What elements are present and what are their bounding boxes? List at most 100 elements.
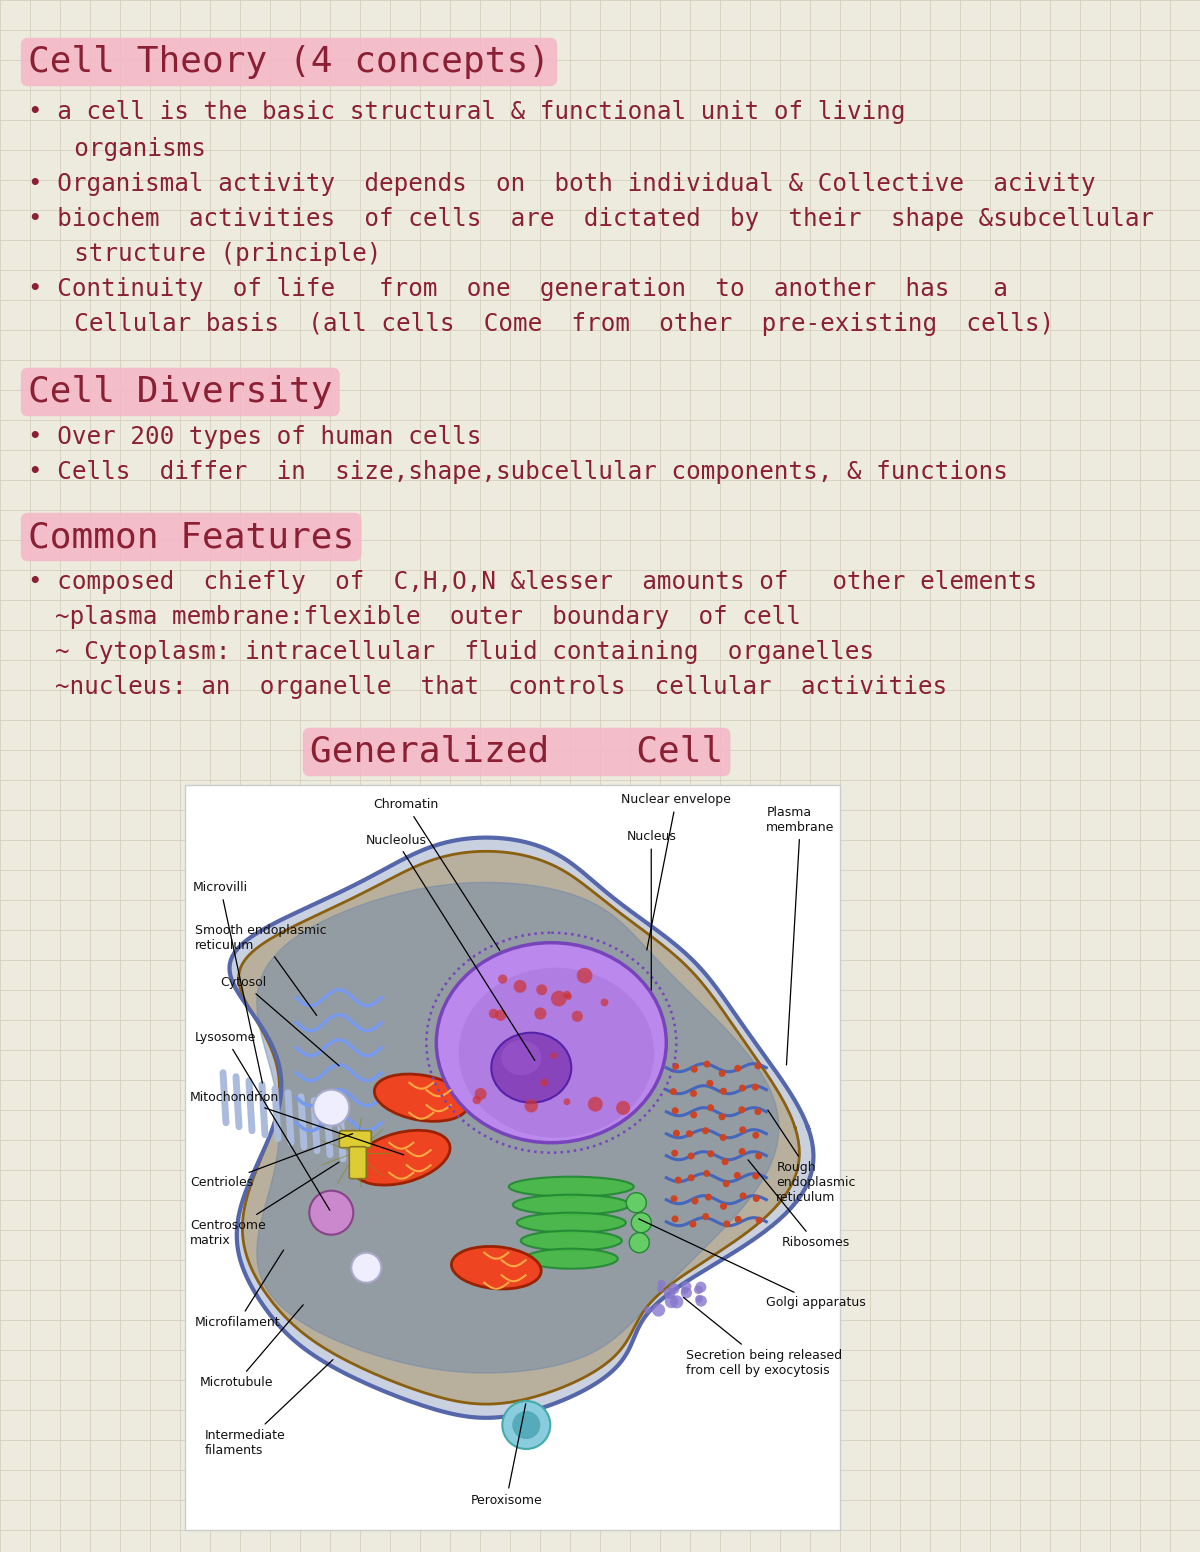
Text: • biochem  activities  of cells  are  dictated  by  their  shape &subcellular: • biochem activities of cells are dictat… — [28, 206, 1154, 231]
Circle shape — [690, 1220, 696, 1228]
Text: • Organismal activity  depends  on  both individual & Collective  acivity: • Organismal activity depends on both in… — [28, 172, 1096, 196]
Ellipse shape — [521, 1231, 622, 1251]
Circle shape — [696, 1296, 707, 1307]
Circle shape — [721, 1158, 728, 1166]
Ellipse shape — [502, 1040, 541, 1076]
Text: ~plasma membrane:flexible  outer  boundary  of cell: ~plasma membrane:flexible outer boundary… — [55, 605, 800, 629]
Circle shape — [703, 1170, 710, 1176]
Ellipse shape — [524, 1249, 618, 1268]
Text: Centrosome
matrix: Centrosome matrix — [190, 1162, 338, 1246]
Circle shape — [313, 1090, 349, 1125]
Ellipse shape — [517, 1212, 626, 1232]
Text: Microvilli: Microvilli — [193, 882, 263, 1083]
Circle shape — [534, 1007, 546, 1020]
Circle shape — [671, 1195, 678, 1203]
Text: organisms: organisms — [46, 137, 206, 161]
Text: Common Features: Common Features — [28, 520, 354, 554]
Circle shape — [734, 1215, 742, 1223]
Circle shape — [652, 1304, 665, 1316]
Circle shape — [680, 1287, 689, 1294]
Circle shape — [564, 1099, 570, 1105]
Circle shape — [734, 1065, 742, 1072]
Circle shape — [616, 1100, 630, 1114]
Ellipse shape — [491, 1032, 571, 1103]
Circle shape — [536, 984, 547, 995]
Circle shape — [688, 1153, 695, 1159]
Text: Smooth endoplasmic
reticulum: Smooth endoplasmic reticulum — [194, 923, 326, 1015]
Circle shape — [707, 1080, 714, 1086]
Circle shape — [665, 1294, 678, 1308]
Text: Mitochondrion: Mitochondrion — [190, 1091, 403, 1155]
Circle shape — [739, 1127, 746, 1133]
Circle shape — [720, 1135, 727, 1141]
FancyBboxPatch shape — [349, 1147, 366, 1178]
Circle shape — [524, 1099, 538, 1113]
Circle shape — [755, 1153, 762, 1159]
Circle shape — [686, 1130, 692, 1138]
Text: Cell Theory (4 concepts): Cell Theory (4 concepts) — [28, 45, 550, 79]
Text: • Over 200 types of human cells: • Over 200 types of human cells — [28, 425, 481, 449]
Circle shape — [673, 1130, 680, 1136]
Circle shape — [688, 1175, 695, 1181]
Circle shape — [755, 1108, 762, 1116]
Ellipse shape — [451, 1246, 541, 1290]
Circle shape — [551, 1052, 557, 1058]
Circle shape — [565, 993, 572, 999]
Circle shape — [694, 1285, 703, 1294]
Circle shape — [658, 1285, 664, 1293]
Circle shape — [674, 1176, 682, 1184]
Text: ~ Cytoplasm: intracellular  fluid containing  organelles: ~ Cytoplasm: intracellular fluid contain… — [55, 639, 874, 664]
FancyBboxPatch shape — [340, 1131, 371, 1147]
Text: Nucleolus: Nucleolus — [365, 833, 535, 1060]
Circle shape — [707, 1103, 714, 1111]
Circle shape — [644, 1307, 652, 1313]
Text: Nuclear envelope: Nuclear envelope — [622, 793, 731, 950]
Circle shape — [752, 1131, 760, 1139]
Circle shape — [488, 1009, 498, 1018]
Circle shape — [626, 1192, 647, 1212]
Text: Cytosol: Cytosol — [220, 976, 340, 1066]
Circle shape — [672, 1063, 679, 1069]
Circle shape — [702, 1127, 709, 1135]
Circle shape — [658, 1280, 665, 1288]
Circle shape — [690, 1090, 697, 1097]
Text: • Cells  differ  in  size,shape,subcellular components, & functions: • Cells differ in size,shape,subcellular… — [28, 459, 1008, 484]
Circle shape — [664, 1288, 676, 1299]
Text: • Continuity  of life   from  one  generation  to  another  has   a: • Continuity of life from one generation… — [28, 276, 1008, 301]
Ellipse shape — [374, 1074, 468, 1122]
Circle shape — [629, 1232, 649, 1252]
Text: Generalized    Cell: Generalized Cell — [310, 736, 724, 768]
Text: Cellular basis  (all cells  Come  from  other  pre-existing  cells): Cellular basis (all cells Come from othe… — [46, 312, 1054, 335]
Circle shape — [670, 1088, 677, 1096]
Circle shape — [739, 1085, 746, 1091]
Circle shape — [702, 1214, 709, 1220]
Circle shape — [474, 1088, 486, 1100]
Circle shape — [496, 1010, 506, 1021]
Text: Lysosome: Lysosome — [194, 1031, 330, 1211]
Polygon shape — [239, 852, 799, 1405]
Circle shape — [707, 1150, 714, 1158]
Ellipse shape — [509, 1176, 634, 1197]
Text: ~nucleus: an  organelle  that  controls  cellular  activities: ~nucleus: an organelle that controls cel… — [55, 675, 947, 698]
Text: Centrioles: Centrioles — [190, 1133, 353, 1189]
Circle shape — [695, 1294, 703, 1302]
Circle shape — [738, 1107, 745, 1113]
Circle shape — [670, 1296, 683, 1308]
Circle shape — [739, 1192, 746, 1200]
Circle shape — [672, 1107, 679, 1114]
Circle shape — [722, 1180, 730, 1187]
Circle shape — [690, 1111, 697, 1119]
Text: • a cell is the basic structural & functional unit of living: • a cell is the basic structural & funct… — [28, 99, 906, 124]
Circle shape — [703, 1060, 710, 1068]
Ellipse shape — [458, 968, 654, 1138]
Circle shape — [600, 998, 608, 1006]
Circle shape — [719, 1113, 726, 1121]
Circle shape — [755, 1063, 762, 1069]
Circle shape — [672, 1215, 678, 1223]
Circle shape — [551, 990, 566, 1006]
Circle shape — [739, 1148, 745, 1155]
Circle shape — [671, 1150, 678, 1156]
Text: Cell Diversity: Cell Diversity — [28, 376, 332, 410]
Text: • composed  chiefly  of  C,H,O,N &lesser  amounts of   other elements: • composed chiefly of C,H,O,N &lesser am… — [28, 570, 1037, 594]
Text: Plasma
membrane: Plasma membrane — [767, 805, 835, 1065]
